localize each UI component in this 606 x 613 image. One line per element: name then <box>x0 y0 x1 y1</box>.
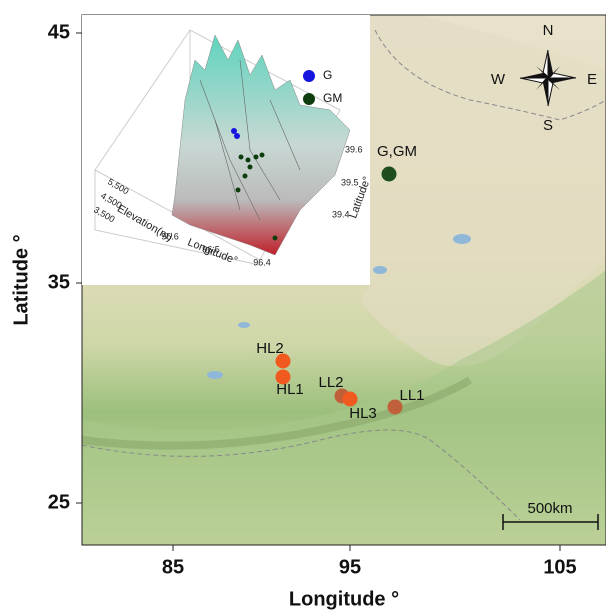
y-tick-label: 25 <box>48 491 70 513</box>
lake <box>373 266 387 274</box>
site-label: HL3 <box>349 405 377 422</box>
point-gm <box>254 155 259 160</box>
x-tick-label: 95 <box>339 556 361 578</box>
x-tick-label: 85 <box>162 556 184 578</box>
site-label: G,GM <box>377 143 417 160</box>
inset-x-tick: 96.4 <box>253 257 271 267</box>
map-figure: G GM Elevation(m) Longitude° Latitude° 5… <box>0 0 606 613</box>
page: {"axes": {"x_label": "Longitude °", "y_l… <box>0 0 606 613</box>
compass-s: S <box>543 117 553 134</box>
lake <box>453 234 471 244</box>
point-gm <box>243 174 248 179</box>
compass-e: E <box>587 71 597 88</box>
site-label: HL1 <box>276 381 304 398</box>
scale-bar-label: 500km <box>527 500 572 517</box>
legend-marker-gm <box>303 93 315 105</box>
lake <box>207 371 223 379</box>
inset-y-tick: 39.4 <box>332 209 350 219</box>
lake <box>238 322 250 328</box>
compass-n: N <box>543 22 554 39</box>
inset-x-tick: 96.5 <box>202 244 220 254</box>
point-g <box>234 133 240 139</box>
legend-marker-g <box>303 70 315 82</box>
x-tick-label: 105 <box>543 556 576 578</box>
compass-w: W <box>491 71 506 88</box>
legend-label: G <box>323 68 332 82</box>
site-label: HL2 <box>256 340 284 357</box>
point-gm <box>246 158 251 163</box>
site-label: LL1 <box>399 387 424 404</box>
y-tick-label: 35 <box>48 271 70 293</box>
inset-y-tick: 39.6 <box>345 144 363 154</box>
inset-y-tick: 39.5 <box>341 177 359 187</box>
x-axis-label: Longitude ° <box>289 588 399 610</box>
y-axis-label: Latitude ° <box>10 234 32 325</box>
point-gm <box>248 165 253 170</box>
point-g <box>231 128 237 134</box>
y-tick-label: 45 <box>48 21 70 43</box>
legend-label: GM <box>323 91 342 105</box>
site-label: LL2 <box>318 374 343 391</box>
point-gm <box>239 155 244 160</box>
point-gm <box>236 188 241 193</box>
point-gm <box>260 153 265 158</box>
inset-x-tick: 96.6 <box>161 231 179 241</box>
point-gm <box>273 236 278 241</box>
site-marker <box>382 167 397 182</box>
